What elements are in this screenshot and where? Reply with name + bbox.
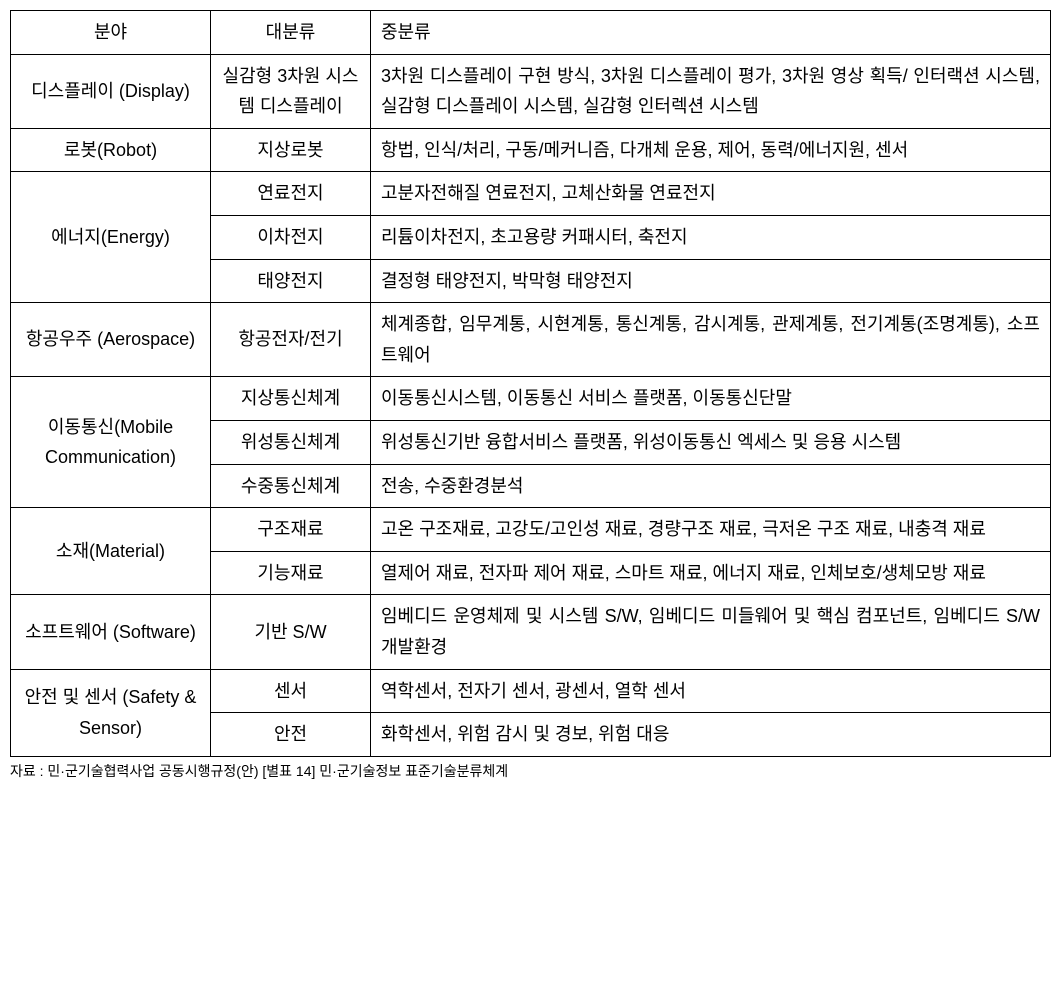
detail-cell: 이동통신시스템, 이동통신 서비스 플랫폼, 이동통신단말 xyxy=(371,377,1051,421)
field-cell: 에너지(Energy) xyxy=(11,172,211,303)
major-cell: 위성통신체계 xyxy=(211,420,371,464)
detail-cell: 체계종합, 임무계통, 시현계통, 통신계통, 감시계통, 관제계통, 전기계통… xyxy=(371,303,1051,377)
detail-cell: 열제어 재료, 전자파 제어 재료, 스마트 재료, 에너지 재료, 인체보호/… xyxy=(371,551,1051,595)
major-cell: 지상통신체계 xyxy=(211,377,371,421)
major-cell: 연료전지 xyxy=(211,172,371,216)
header-major: 대분류 xyxy=(211,11,371,55)
table-row: 소프트웨어 (Software)기반 S/W임베디드 운영체제 및 시스템 S/… xyxy=(11,595,1051,669)
detail-cell: 결정형 태양전지, 박막형 태양전지 xyxy=(371,259,1051,303)
source-note: 자료 : 민·군기술협력사업 공동시행규정(안) [별표 14] 민·군기술정보… xyxy=(10,761,1051,781)
detail-cell: 3차원 디스플레이 구현 방식, 3차원 디스플레이 평가, 3차원 영상 획득… xyxy=(371,54,1051,128)
field-cell: 안전 및 센서 (Safety & Sensor) xyxy=(11,669,211,756)
major-cell: 실감형 3차원 시스템 디스플레이 xyxy=(211,54,371,128)
table-row: 에너지(Energy)연료전지고분자전해질 연료전지, 고체산화물 연료전지 xyxy=(11,172,1051,216)
detail-cell: 화학센서, 위험 감시 및 경보, 위험 대응 xyxy=(371,713,1051,757)
table-row: 항공우주 (Aerospace)항공전자/전기체계종합, 임무계통, 시현계통,… xyxy=(11,303,1051,377)
detail-cell: 역학센서, 전자기 센서, 광센서, 열학 센서 xyxy=(371,669,1051,713)
major-cell: 기능재료 xyxy=(211,551,371,595)
detail-cell: 임베디드 운영체제 및 시스템 S/W, 임베디드 미들웨어 및 핵심 컴포넌트… xyxy=(371,595,1051,669)
field-cell: 로봇(Robot) xyxy=(11,128,211,172)
header-field: 분야 xyxy=(11,11,211,55)
table-row: 로봇(Robot)지상로봇항법, 인식/처리, 구동/메커니즘, 다개체 운용,… xyxy=(11,128,1051,172)
field-cell: 항공우주 (Aerospace) xyxy=(11,303,211,377)
major-cell: 지상로봇 xyxy=(211,128,371,172)
table-row: 안전 및 센서 (Safety & Sensor)센서역학센서, 전자기 센서,… xyxy=(11,669,1051,713)
major-cell: 수중통신체계 xyxy=(211,464,371,508)
detail-cell: 고분자전해질 연료전지, 고체산화물 연료전지 xyxy=(371,172,1051,216)
major-cell: 항공전자/전기 xyxy=(211,303,371,377)
major-cell: 센서 xyxy=(211,669,371,713)
table-header: 분야 대분류 중분류 xyxy=(11,11,1051,55)
major-cell: 기반 S/W xyxy=(211,595,371,669)
major-cell: 안전 xyxy=(211,713,371,757)
table-row: 디스플레이 (Display)실감형 3차원 시스템 디스플레이3차원 디스플레… xyxy=(11,54,1051,128)
detail-cell: 리튬이차전지, 초고용량 커패시터, 축전지 xyxy=(371,215,1051,259)
table-body: 디스플레이 (Display)실감형 3차원 시스템 디스플레이3차원 디스플레… xyxy=(11,54,1051,756)
field-cell: 소재(Material) xyxy=(11,508,211,595)
header-row: 분야 대분류 중분류 xyxy=(11,11,1051,55)
field-cell: 소프트웨어 (Software) xyxy=(11,595,211,669)
table-row: 이동통신(Mobile Communication)지상통신체계이동통신시스템,… xyxy=(11,377,1051,421)
detail-cell: 고온 구조재료, 고강도/고인성 재료, 경량구조 재료, 극저온 구조 재료,… xyxy=(371,508,1051,552)
major-cell: 구조재료 xyxy=(211,508,371,552)
detail-cell: 항법, 인식/처리, 구동/메커니즘, 다개체 운용, 제어, 동력/에너지원,… xyxy=(371,128,1051,172)
field-cell: 이동통신(Mobile Communication) xyxy=(11,377,211,508)
major-cell: 이차전지 xyxy=(211,215,371,259)
major-cell: 태양전지 xyxy=(211,259,371,303)
classification-table: 분야 대분류 중분류 디스플레이 (Display)실감형 3차원 시스템 디스… xyxy=(10,10,1051,757)
table-row: 소재(Material)구조재료고온 구조재료, 고강도/고인성 재료, 경량구… xyxy=(11,508,1051,552)
field-cell: 디스플레이 (Display) xyxy=(11,54,211,128)
detail-cell: 위성통신기반 융합서비스 플랫폼, 위성이동통신 엑세스 및 응용 시스템 xyxy=(371,420,1051,464)
header-detail: 중분류 xyxy=(371,11,1051,55)
detail-cell: 전송, 수중환경분석 xyxy=(371,464,1051,508)
